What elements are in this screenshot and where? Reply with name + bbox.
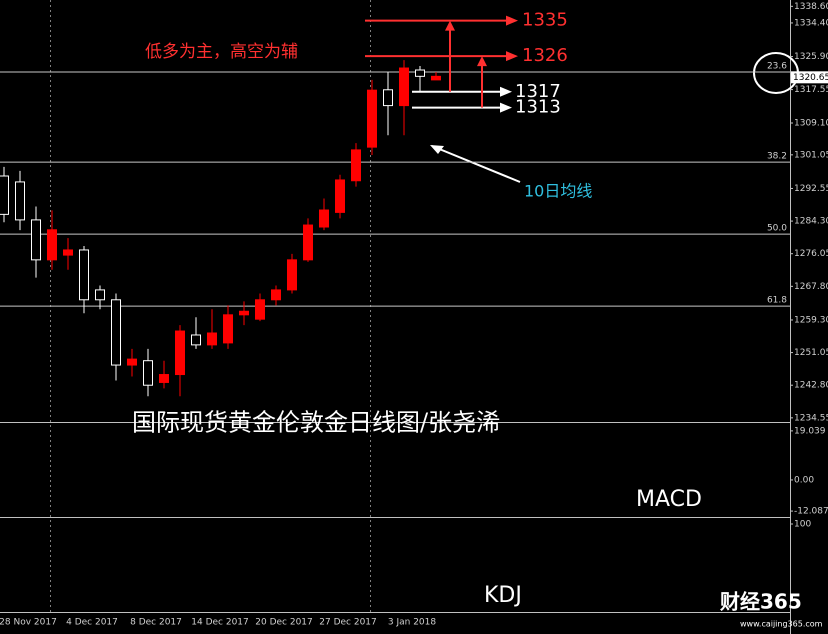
candle-body [383,89,393,107]
support-label: 1317 [515,81,561,102]
x-tick-label: 14 Dec 2017 [191,618,249,628]
fib-label: 23.6 [767,61,787,71]
watermark-url: www.caijing365.com [740,620,823,629]
candle-body [0,175,9,215]
candle-body [255,299,265,320]
x-tick-label: 8 Dec 2017 [130,618,182,628]
last-price-box [791,71,828,84]
y-tick-label: 1334.40 [794,18,828,28]
ma-pointer [431,145,521,183]
arrow-head [445,20,455,31]
candle-body [111,299,121,366]
ma-label: 10日均线 [524,182,592,201]
y-tick-label: 0.00 [794,475,814,485]
candle-body [175,330,185,376]
candle-body [239,310,249,316]
candle-body [207,332,217,346]
x-tick-label: 20 Dec 2017 [255,618,313,628]
y-tick-label: 1259.30 [794,315,828,325]
candle-body [335,179,345,213]
resistance-label: 1326 [522,45,568,66]
x-tick-label: 28 Nov 2017 [0,618,57,628]
y-tick-label: -12.087 [794,507,828,517]
candle-body [159,374,169,383]
resistance-label: 1335 [522,10,568,31]
y-tick-label: 1317.55 [794,85,828,95]
y-tick-label: 1292.55 [794,184,828,194]
candle-body [223,314,233,344]
y-tick-label: 1301.05 [794,150,828,160]
arrow-head [506,15,518,26]
candle-body [63,249,73,256]
candle-body [431,75,441,81]
y-tick-label: 1338.60 [794,2,828,12]
candle-body [15,181,25,221]
candle-body [399,67,409,107]
arrow-head [477,56,487,67]
candle-body [367,89,377,148]
y-tick-label: 1276.05 [794,249,828,259]
y-tick-label: 1251.05 [794,348,828,358]
macd-title: MACD [636,487,702,512]
candle-body [303,224,313,261]
watermark-brand: 财经365 [720,590,802,614]
fib-label: 61.8 [767,296,787,306]
y-tick-label: 19.039 [794,426,826,436]
ma-pointer-head [430,145,444,154]
candle-body [127,358,137,366]
candle-body [191,334,201,346]
y-tick-label: 1325.90 [794,52,828,62]
y-tick-label: 1284.30 [794,217,828,227]
y-tick-label: 1309.10 [794,119,828,129]
candle-body [351,149,361,182]
y-tick-label: 1267.80 [794,282,828,292]
y-tick-label: 1234.55 [794,413,828,423]
x-tick-label: 4 Dec 2017 [66,618,118,628]
fib-label: 38.2 [767,152,787,162]
y-tick-label: 100 [794,520,811,530]
candle-body [287,259,297,291]
kdj-title: KDJ [484,583,522,608]
arrow-head [500,102,512,113]
y-tick-label: 1242.80 [794,381,828,391]
candle-body [319,209,329,228]
last-price-label: 1320.65 [793,73,828,83]
strategy-note: 低多为主，高空为辅 [145,42,298,62]
arrow-head [506,51,518,62]
x-tick-label: 3 Jan 2018 [388,618,436,628]
candle-body [79,249,89,301]
candle-body [415,69,425,77]
arrow-head [500,86,512,97]
candle-body [95,289,105,301]
candle-body [271,289,281,301]
support-label: 1313 [515,97,561,118]
chart-title: 国际现货黄金伦敦金日线图/张尧浠 [132,409,500,437]
fib-label: 50.0 [767,224,787,234]
candle-body [31,219,41,261]
x-tick-label: 27 Dec 2017 [319,618,377,628]
candle-body [47,229,57,261]
candle-body [143,360,153,386]
